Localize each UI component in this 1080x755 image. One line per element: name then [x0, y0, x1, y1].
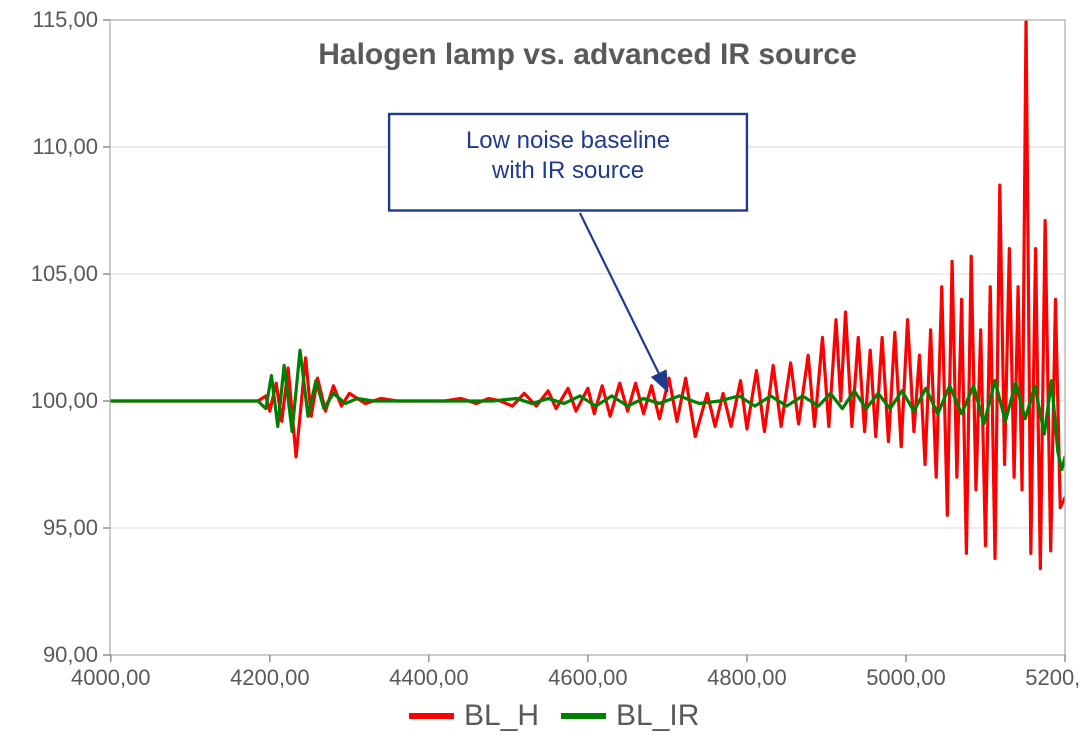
y-tick-label: 100,00: [31, 388, 98, 413]
x-tick-label: 4600,00: [548, 665, 628, 690]
y-tick-label: 105,00: [31, 261, 98, 286]
chart-container: 4000,00 4200,00 4400,00 4600,00 4800,00 5000,…: [0, 0, 1080, 755]
chart-svg: 4000,00 4200,00 4400,00 4600,00 4800,00 5000,…: [0, 0, 1080, 755]
y-tick-label: 90,00: [43, 642, 98, 667]
chart-title: Halogen lamp vs. advanced IR source: [318, 38, 857, 71]
y-tick-label: 95,00: [43, 515, 98, 540]
legend-label: BL_IR: [616, 699, 699, 732]
x-tick-label: 5000,00: [866, 665, 946, 690]
annotation-line2: with IR source: [491, 157, 644, 184]
x-tick-label: 4800,00: [707, 665, 787, 690]
legend-label: BL_H: [464, 699, 539, 732]
y-tick-label: 115,00: [32, 7, 98, 32]
x-tick-label: 5200,00: [1025, 665, 1080, 690]
x-tick-label: 4400,00: [389, 665, 469, 690]
y-tick-label: 110,00: [32, 134, 98, 159]
annotation-line1: Low noise baseline: [466, 127, 670, 154]
x-tick-label: 4200,00: [230, 665, 310, 690]
x-tick-label: 4000,00: [71, 665, 151, 690]
legend: BL_H BL_IR: [409, 699, 699, 732]
